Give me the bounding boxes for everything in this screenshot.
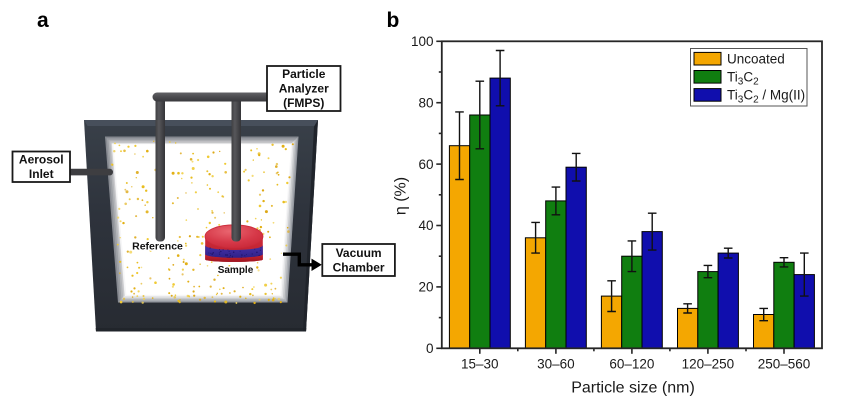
svg-text:120–250: 120–250 [682,357,735,372]
svg-text:30–60: 30–60 [537,357,575,372]
svg-text:Ti3C2: Ti3C2 [727,70,759,88]
svg-text:Uncoated: Uncoated [727,51,785,66]
svg-text:80: 80 [418,95,433,110]
svg-text:0: 0 [426,341,434,356]
svg-text:Reference: Reference [132,241,183,253]
svg-text:15–30: 15–30 [461,357,499,372]
svg-text:Particle: Particle [282,67,326,81]
svg-text:(FMPS): (FMPS) [283,96,324,110]
svg-text:Chamber: Chamber [333,260,385,274]
svg-text:Inlet: Inlet [29,167,54,181]
svg-text:Aerosol: Aerosol [19,153,64,167]
svg-text:20: 20 [418,280,433,295]
svg-text:40: 40 [418,218,433,233]
svg-text:Sample: Sample [218,265,254,276]
svg-text:60: 60 [418,157,433,172]
svg-text:Particle size (nm): Particle size (nm) [571,380,695,397]
svg-text:250–560: 250–560 [758,357,811,372]
svg-text:Ti3C2 / Mg(II): Ti3C2 / Mg(II) [727,88,805,106]
svg-text:60–120: 60–120 [609,357,654,372]
svg-text:a: a [37,9,49,32]
svg-text:Analyzer: Analyzer [279,82,329,96]
svg-text:b: b [387,9,400,32]
svg-text:Vacuum: Vacuum [336,246,382,260]
svg-text:η (%): η (%) [393,177,410,215]
svg-text:100: 100 [411,34,434,49]
